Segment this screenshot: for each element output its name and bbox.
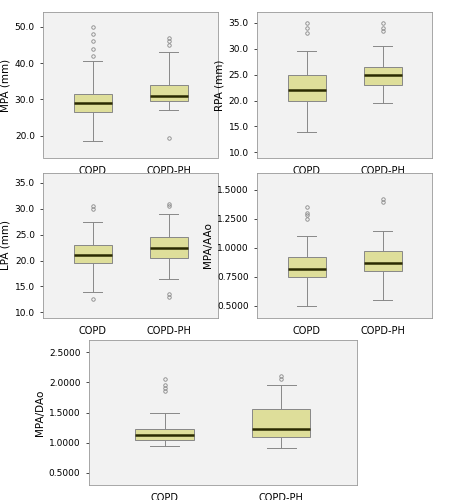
PathPatch shape: [150, 237, 188, 258]
PathPatch shape: [74, 94, 112, 112]
Y-axis label: MPA (mm): MPA (mm): [0, 58, 10, 112]
Y-axis label: MPA/AAo: MPA/AAo: [203, 222, 213, 268]
PathPatch shape: [74, 245, 112, 263]
Y-axis label: LPA (mm): LPA (mm): [0, 220, 10, 270]
Y-axis label: RPA (mm): RPA (mm): [214, 60, 224, 110]
PathPatch shape: [136, 430, 194, 440]
PathPatch shape: [252, 410, 310, 436]
PathPatch shape: [150, 85, 188, 102]
PathPatch shape: [288, 257, 326, 277]
PathPatch shape: [364, 67, 402, 85]
PathPatch shape: [364, 252, 402, 271]
PathPatch shape: [288, 74, 326, 101]
Y-axis label: MPA/DAo: MPA/DAo: [35, 390, 45, 436]
